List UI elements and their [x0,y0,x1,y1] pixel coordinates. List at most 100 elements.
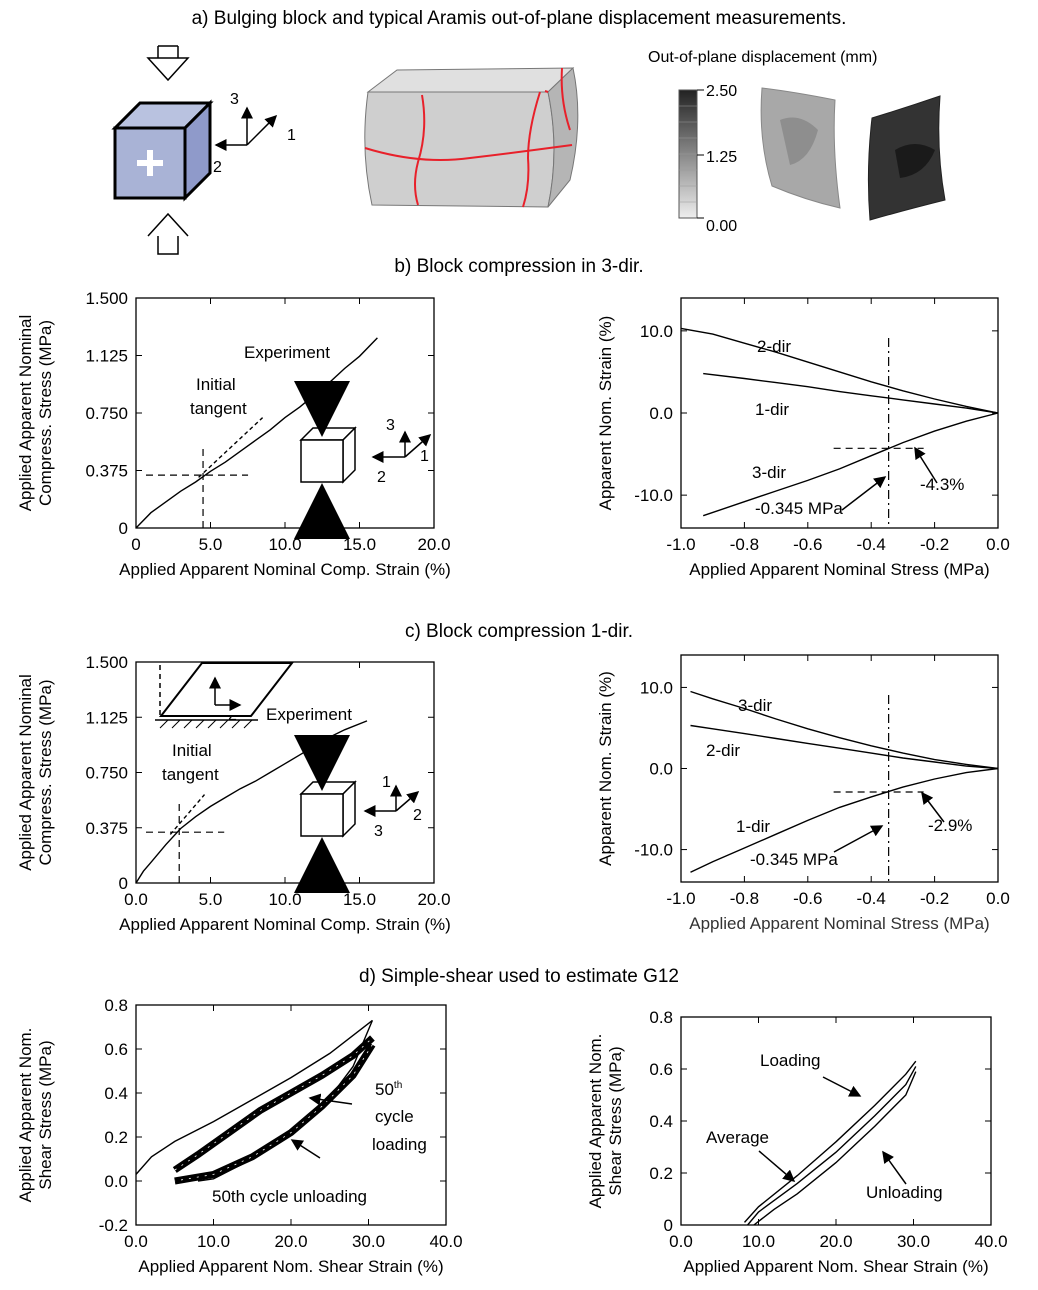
y-tick-label: 0.6 [649,1060,673,1079]
y-tick-label: 1.125 [85,347,128,366]
x-tick-label: 15.0 [343,535,376,554]
series-line-average [747,1066,917,1226]
annotation-label: tangent [162,765,219,784]
x-tick-label: 40.0 [429,1232,462,1251]
annotation-label: cycle [375,1107,414,1126]
y-tick-label: 0.6 [104,1040,128,1059]
annotation-arrow [841,476,887,511]
x-tick-label: -0.2 [920,535,949,554]
plot-frame [680,654,999,883]
x-tick-label: 0.0 [124,890,148,909]
x-tick-label: 20.0 [274,1232,307,1251]
annotation-arrow [290,1139,321,1159]
series-line-2-dir [690,724,999,770]
series-line-3-dir [690,690,999,770]
x-tick-label: 5.0 [199,535,223,554]
x-tick-label: -0.6 [793,889,822,908]
x-tick-label: 30.0 [352,1232,385,1251]
annotation-label: 3-dir [752,463,786,482]
x-tick-label: 10.0 [742,1232,775,1251]
axis-label-3: 3 [230,91,239,108]
x-tick-label: 10.0 [268,535,301,554]
bulge-block-front [364,91,555,208]
annotation-label: Initial [172,741,212,760]
axis-label-2: 2 [213,159,222,176]
x-tick-label: 20.0 [417,535,450,554]
x-tick-label: -1.0 [666,535,695,554]
x-tick-label: -0.8 [730,889,759,908]
annotation-label: 50th [375,1080,402,1099]
y-tick-label: -10.0 [634,841,673,860]
y-axis-label: Compress. Stress (MPa) [36,679,55,865]
inset-cube-c [294,735,420,893]
inset-cube-b [294,381,432,539]
annotation-label: Experiment [244,343,330,362]
series-line-initial-tangent [169,794,206,835]
y-tick-label: 0.4 [104,1084,128,1103]
annotation-label: -4.3% [920,475,964,494]
y-axis-label: Compress. Stress (MPa) [36,320,55,506]
chart-d-left: 0.0 10.0 20.0 30.0 40.0-0.20.00.20.40.60.8Ap… [16,678,463,1276]
chart-b-right: -1.0 -0.8 -0.6 -0.4 -0.2 0.0 -10.0 0.0 10.0 Appli… [596,297,1010,579]
x-tick-label: 0.0 [669,1232,693,1251]
annotation-label: Unloading [866,1183,943,1202]
y-tick-label: -0.2 [99,1216,128,1235]
y-tick-label: 10.0 [640,678,673,697]
section-c-title: c) Block compression 1-dir. [404,621,634,642]
inset-axis-label: 3 [386,417,395,434]
x-axis-label: Applied Apparent Nominal Stress (MPa) [689,914,989,933]
x-tick-label: 5.0 [199,890,223,909]
section-a-title: a) Bulging block and typical Aramis out-… [191,8,847,29]
colorbar-tick-mid: 1.25 [706,149,737,166]
x-tick-label: 15.0 [343,890,376,909]
y-tick-label: 0.2 [104,1128,128,1147]
inset-axis-label: 1 [420,448,429,465]
annotation-label: Average [706,1128,769,1147]
annotation-label: -0.345 MPa [755,499,843,518]
inset-axis-label: 2 [413,807,422,824]
y-tick-label: 1.125 [85,708,128,727]
y-axis-label: Applied Apparent Nom. [586,1034,605,1209]
y-tick-label: 0 [664,1216,673,1235]
series-line-initial-tangent [198,417,264,478]
panel-a: 3 2 1 Out-of-plane displacement (mm) 2.5… [111,45,946,255]
x-tick-label: -0.8 [730,535,759,554]
x-axis-label: Applied Apparent Nominal Stress (MPa) [689,560,989,579]
y-tick-label: 0.750 [85,764,128,783]
x-tick-label: 40.0 [974,1232,1007,1251]
x-tick-label: -0.2 [920,889,949,908]
x-axis-label: Applied Apparent Nom. Shear Strain (%) [683,1257,988,1276]
x-tick-label: 0.0 [124,1232,148,1251]
annotation-arrow [833,825,884,853]
y-tick-label: 0.2 [649,1164,673,1183]
y-tick-label: 0.4 [649,1112,673,1131]
y-axis-label: Applied Apparent Nominal [16,674,35,871]
inset-axis-label: 1 [382,774,391,791]
bulge-block-side [547,67,579,208]
y-tick-label: 1.500 [85,653,128,672]
top-load-arrow [146,45,190,82]
inset-shear-d [155,662,295,729]
series-line-unloading [753,1071,917,1226]
annotation-arrow [882,1150,907,1185]
x-tick-label: -0.4 [857,889,886,908]
section-d-title: d) Simple-shear used to estimate G12 [359,966,679,987]
y-tick-label: 0.375 [85,462,128,481]
annotation-label: 3-dir [738,696,772,715]
chart-b-left: 0 5.0 10.0 15.0 20.0 0 0.375 0.750 1.125 1.500 App… [16,289,451,579]
crack-line [364,144,573,162]
series-line-experiment [135,337,378,529]
y-tick-label: 0.375 [85,819,128,838]
y-axis-label: Apparent Nom. Strain (%) [596,671,615,866]
annotation-label: 1-dir [755,400,789,419]
colorbar-bands [679,105,697,203]
x-tick-label: 0.0 [986,889,1010,908]
y-tick-label: 1.500 [85,289,128,308]
x-tick-label: 10.0 [197,1232,230,1251]
plot-frame [135,297,435,529]
bottom-load-arrow [147,212,189,255]
annotation-arrow [758,1150,796,1182]
cube-cross-mark [137,150,163,176]
crack-line [414,94,426,206]
